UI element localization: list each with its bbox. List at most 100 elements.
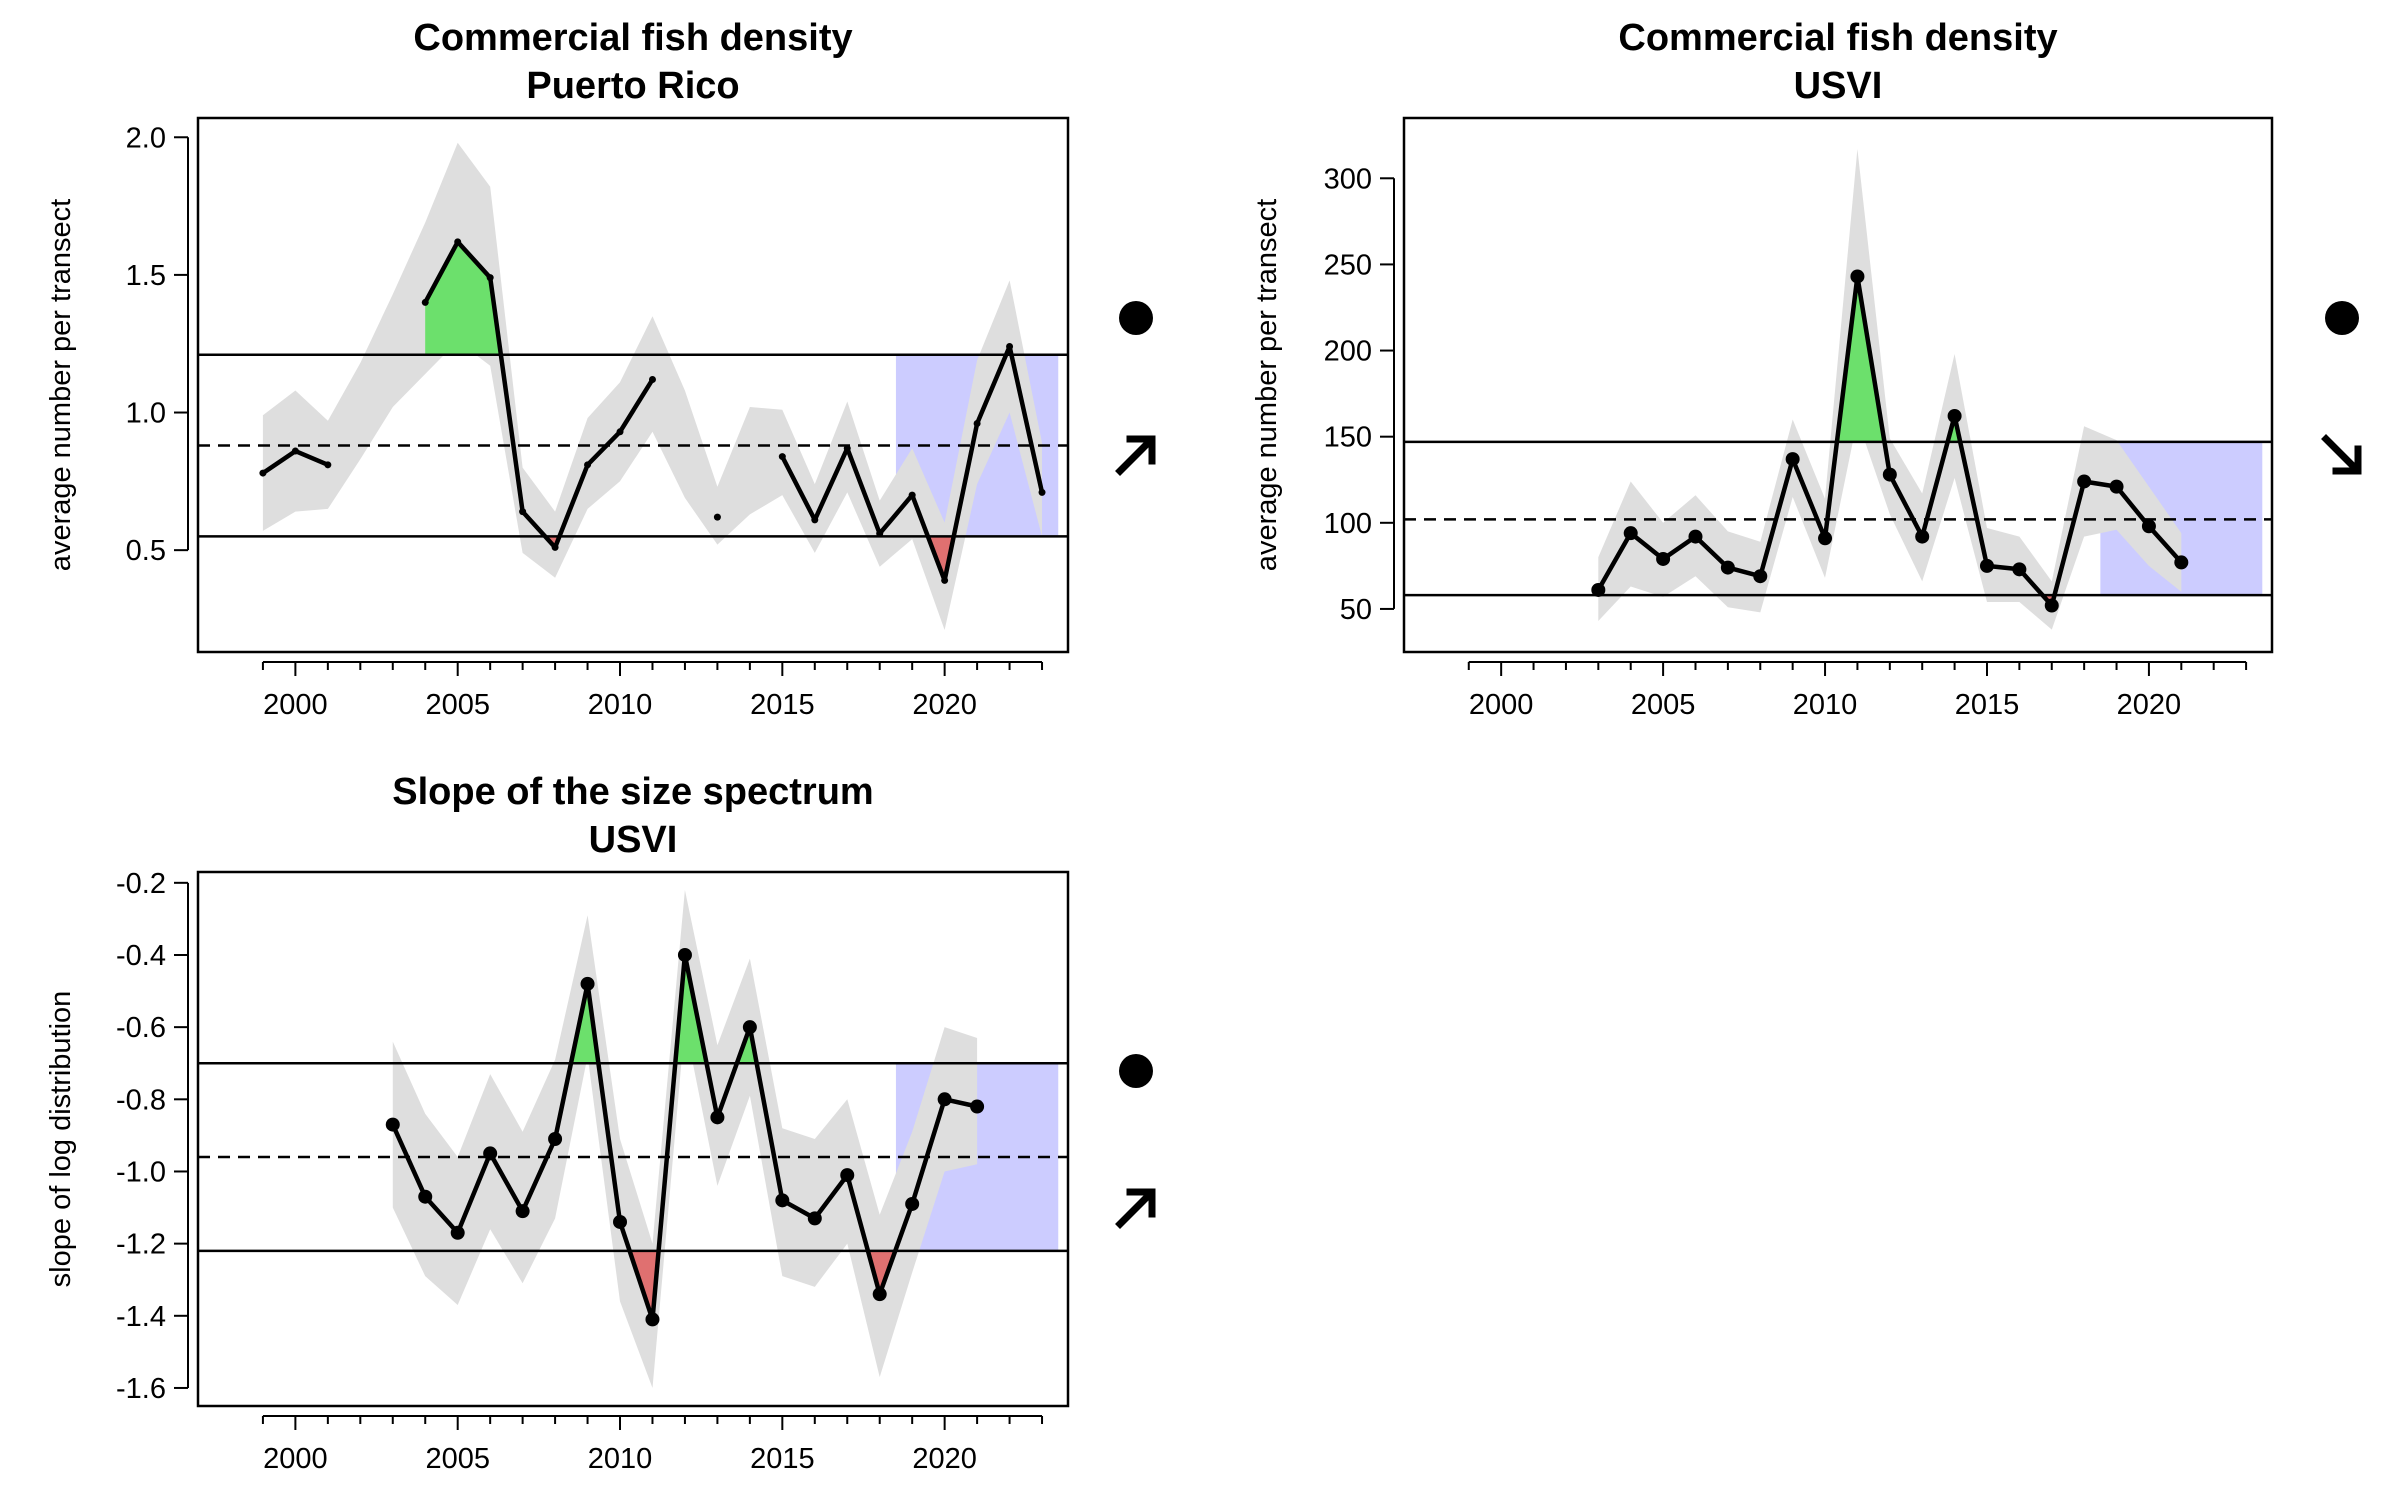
above-threshold-fill (1837, 276, 1885, 442)
data-point (843, 444, 851, 452)
y-tick-label: -1.0 (116, 1156, 166, 1188)
panel-2: Commercial fish density USVI 2000 2005 2010 2… (1251, 17, 2362, 721)
y-tick-label: 1.0 (126, 398, 166, 430)
y-tick-label: 250 (1324, 249, 1372, 281)
data-point (483, 1146, 498, 1161)
arrow-shaft (1115, 438, 1153, 476)
data-point (811, 516, 819, 524)
chart-subtitle: Puerto Rico (526, 65, 739, 107)
data-point (613, 1214, 628, 1229)
data-point (2077, 474, 2092, 489)
y-axis-label: average number per transect (1251, 199, 1283, 571)
y-tick-label: 300 (1324, 163, 1372, 195)
x-tick-label: 2010 (1793, 689, 1858, 721)
trend-up-arrow-icon (1115, 435, 1156, 476)
data-point (454, 238, 462, 246)
panel-1: Commercial fish density Puerto Rico 2000 20… (45, 17, 1156, 721)
data-point (580, 976, 595, 991)
y-axis-label: average number per transect (45, 199, 77, 571)
data-point (450, 1225, 465, 1240)
data-point (1038, 488, 1046, 496)
data-point (905, 1196, 920, 1211)
data-point (775, 1193, 790, 1208)
chart-title: Slope of the size spectrum (392, 771, 873, 813)
y-axis-label: slope of log distribution (45, 991, 77, 1288)
y-tick-label: -1.4 (116, 1301, 166, 1333)
data-point (519, 508, 527, 516)
x-tick-label: 2010 (588, 689, 653, 721)
y-tick-label: 150 (1324, 422, 1372, 454)
data-point (2141, 519, 2156, 534)
x-tick-label: 2000 (263, 1443, 328, 1475)
y-tick-label: -0.8 (116, 1084, 166, 1116)
y-tick-label: -1.6 (116, 1373, 166, 1405)
data-point (840, 1168, 855, 1183)
data-point (616, 428, 624, 436)
data-point (941, 576, 949, 584)
trend-up-arrow-icon (1115, 1188, 1156, 1229)
data-point (1947, 409, 1962, 424)
data-point (1818, 531, 1833, 546)
data-point (1753, 569, 1768, 584)
y-tick-label: 100 (1324, 508, 1372, 540)
x-tick-label: 2015 (750, 689, 815, 721)
arrow-shaft (2321, 434, 2359, 472)
data-point (1785, 452, 1800, 467)
data-point (1688, 529, 1703, 544)
x-tick-label: 2000 (263, 689, 328, 721)
x-tick-label: 2010 (588, 1443, 653, 1475)
x-tick-label: 2015 (1955, 689, 2020, 721)
status-mean-dot-icon (1119, 301, 1153, 335)
y-tick-label: -0.4 (116, 940, 166, 972)
data-point (713, 513, 721, 521)
data-point (742, 1020, 757, 1035)
x-tick-label: 2020 (912, 1443, 977, 1475)
data-point (1850, 269, 1865, 284)
arrow-shaft (1115, 1191, 1153, 1229)
series-line (423, 239, 655, 550)
confidence-band (392, 890, 978, 1388)
y-tick-label: 2.0 (126, 122, 166, 154)
data-point (291, 447, 299, 455)
arrow-head (1126, 435, 1156, 465)
data-point (876, 530, 884, 538)
data-point (259, 469, 267, 477)
confidence-band (1598, 149, 2182, 630)
status-mean-dot-icon (2325, 301, 2359, 335)
data-point (1882, 467, 1897, 482)
data-point (1623, 526, 1638, 541)
chart-subtitle: USVI (1794, 65, 1883, 107)
data-point (2044, 598, 2059, 613)
plot-frame (196, 116, 1070, 654)
data-point (937, 1092, 952, 1107)
data-point (1591, 582, 1606, 597)
y-tick-label: 1.5 (126, 260, 166, 292)
data-point (1656, 551, 1671, 566)
data-point (778, 453, 786, 461)
data-point (551, 543, 559, 551)
status-mean-dot-icon (1119, 1054, 1153, 1088)
data-point (584, 461, 592, 469)
data-point (418, 1189, 433, 1204)
arrow-head (1126, 1188, 1156, 1218)
x-tick-label: 2020 (912, 689, 977, 721)
data-point (548, 1132, 563, 1146)
y-tick-label: 0.5 (126, 535, 166, 567)
panel-3: Slope of the size spectrum USVI 2000 2005 20… (45, 771, 1156, 1475)
data-point (648, 375, 656, 383)
x-tick-label: 2000 (1469, 689, 1534, 721)
x-tick-label: 2005 (1631, 689, 1696, 721)
data-point (421, 298, 429, 306)
y-tick-label: 50 (1340, 594, 1372, 626)
data-point (1720, 560, 1735, 575)
data-point (872, 1287, 887, 1302)
x-tick-label: 2005 (425, 1443, 490, 1475)
chart-title: Commercial fish density (1618, 17, 2057, 59)
trend-down-arrow-icon (2321, 434, 2362, 475)
data-point (2109, 479, 2124, 494)
data-point (385, 1117, 400, 1132)
data-point (486, 274, 494, 282)
x-tick-label: 2005 (425, 689, 490, 721)
data-point (1979, 558, 1994, 573)
